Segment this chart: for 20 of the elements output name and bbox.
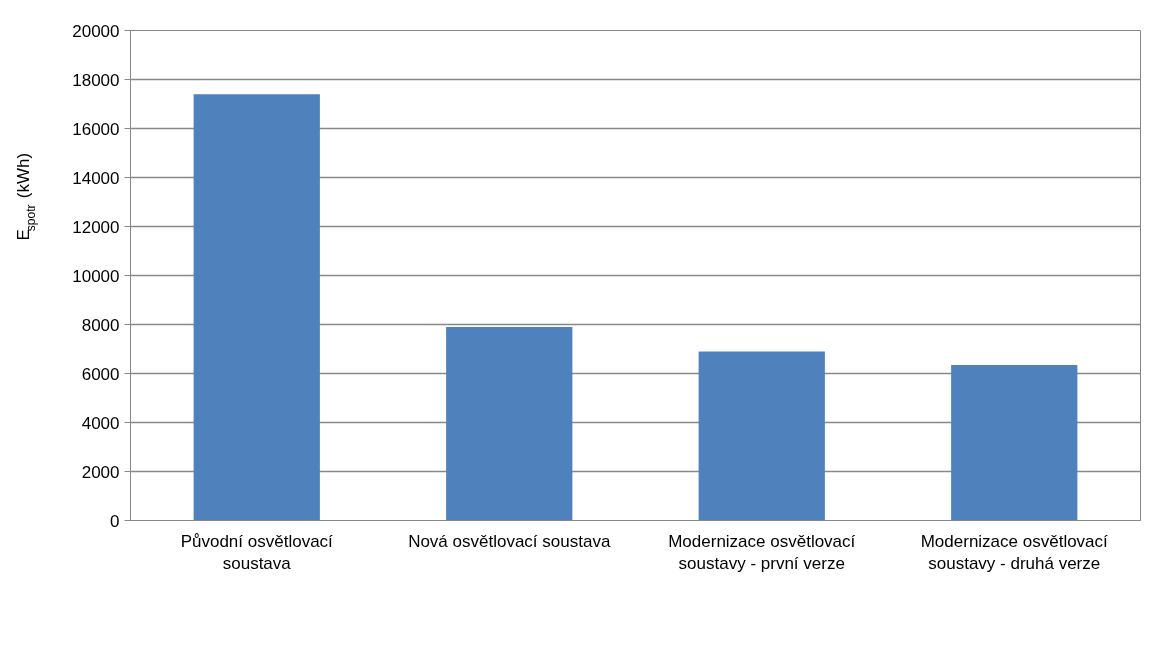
y-tick-label: 18000	[72, 70, 120, 90]
y-tick-label: 20000	[72, 21, 120, 41]
y-tick-label: 14000	[72, 168, 120, 188]
y-axis-title: Espotr (kWh)	[13, 152, 38, 241]
x-tick-label: Původní osvětlovací soustava	[180, 531, 334, 574]
y-tick-label: 6000	[81, 364, 120, 384]
bar	[446, 326, 573, 521]
x-tick-label: Modernizace osvětlovací soustavy - druhá verze	[920, 531, 1109, 574]
y-tick-label: 0	[110, 511, 120, 531]
x-tick-label: Nová osvětlovací soustava	[408, 531, 611, 551]
y-tick-label: 8000	[81, 315, 120, 335]
x-tick-label: Modernizace osvětlovací soustavy - první verze	[668, 531, 856, 574]
y-tick-label: 16000	[72, 119, 120, 139]
y-tick-label: 12000	[72, 217, 120, 237]
bar	[193, 94, 320, 521]
y-tick-label: 10000	[72, 266, 120, 286]
y-tick-label: 4000	[81, 413, 120, 433]
y-tick-label: 2000	[81, 462, 120, 482]
bar	[951, 364, 1078, 521]
bar	[698, 351, 825, 521]
